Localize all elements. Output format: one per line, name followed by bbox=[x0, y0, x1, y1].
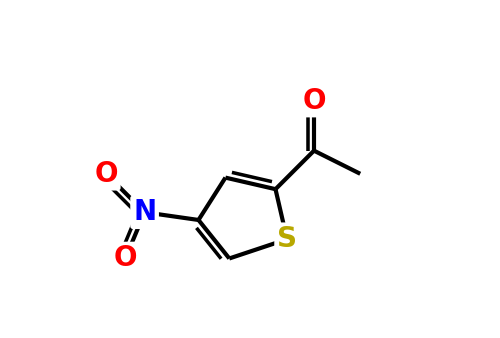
Text: O: O bbox=[114, 244, 137, 272]
Text: N: N bbox=[133, 198, 156, 226]
Text: S: S bbox=[277, 225, 297, 253]
Text: O: O bbox=[94, 160, 118, 188]
Text: O: O bbox=[302, 87, 326, 115]
